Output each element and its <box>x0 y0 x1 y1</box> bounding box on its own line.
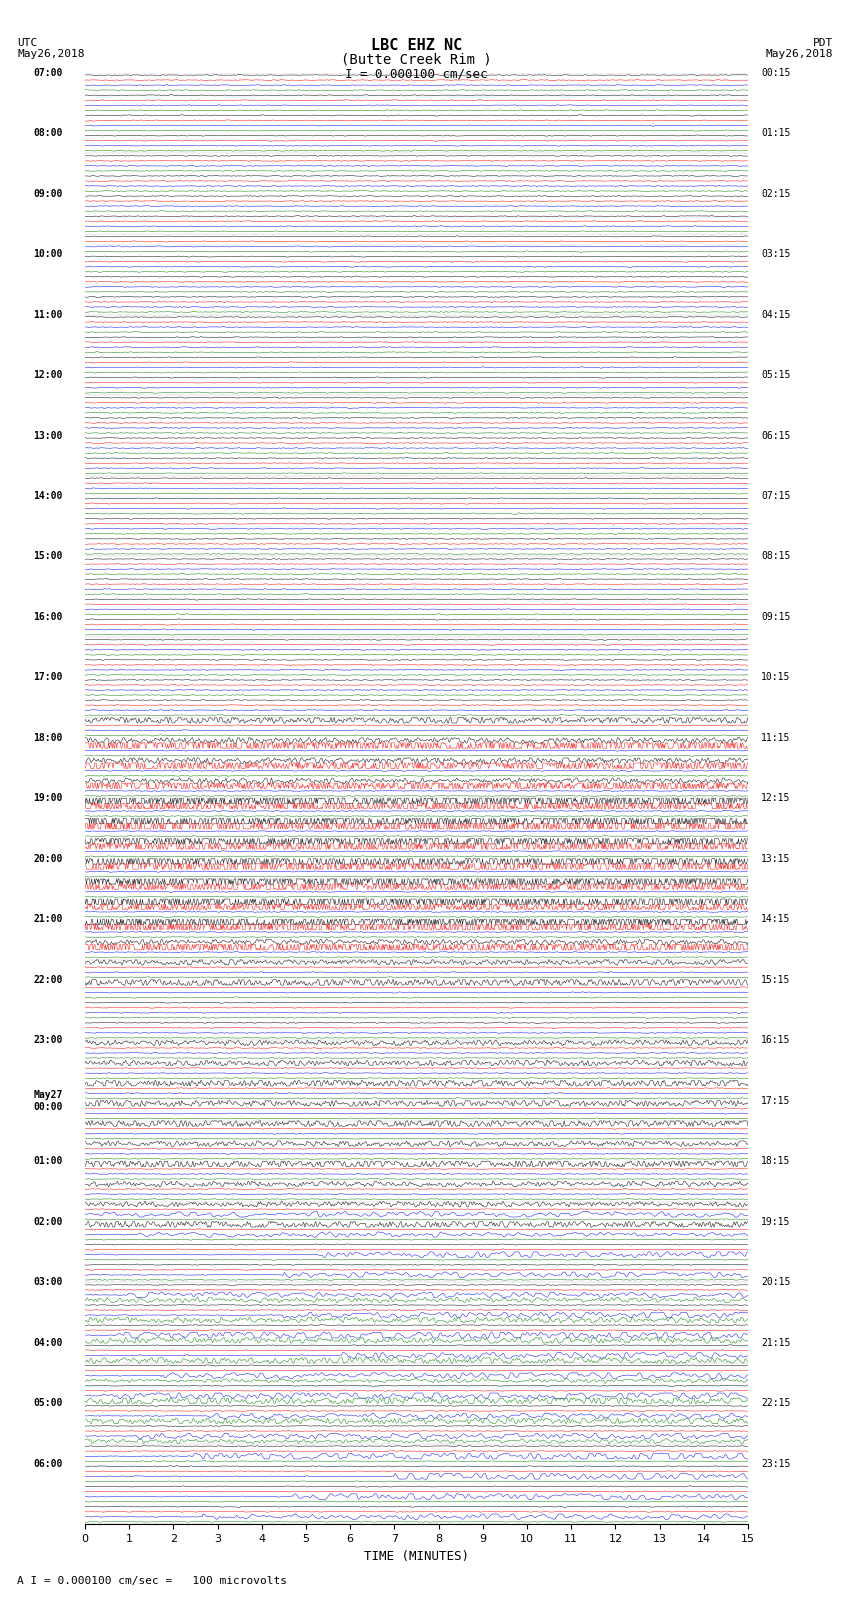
Text: 08:00: 08:00 <box>33 127 63 139</box>
Text: 07:00: 07:00 <box>33 68 63 77</box>
Text: 22:00: 22:00 <box>33 974 63 986</box>
Text: A I = 0.000100 cm/sec =   100 microvolts: A I = 0.000100 cm/sec = 100 microvolts <box>17 1576 287 1586</box>
Text: 19:00: 19:00 <box>33 794 63 803</box>
Text: 13:00: 13:00 <box>33 431 63 440</box>
Text: 08:15: 08:15 <box>762 552 790 561</box>
Text: 23:15: 23:15 <box>762 1458 790 1469</box>
Text: 09:15: 09:15 <box>762 611 790 623</box>
Text: 07:15: 07:15 <box>762 490 790 502</box>
Text: 14:00: 14:00 <box>33 490 63 502</box>
Text: 03:15: 03:15 <box>762 248 790 260</box>
Text: 20:00: 20:00 <box>33 853 63 865</box>
Text: 17:15: 17:15 <box>762 1095 790 1107</box>
Text: 04:00: 04:00 <box>33 1337 63 1348</box>
X-axis label: TIME (MINUTES): TIME (MINUTES) <box>364 1550 469 1563</box>
Text: 12:00: 12:00 <box>33 369 63 381</box>
Text: PDT
May26,2018: PDT May26,2018 <box>766 37 833 60</box>
Text: 18:00: 18:00 <box>33 732 63 744</box>
Text: 02:15: 02:15 <box>762 189 790 198</box>
Text: 13:15: 13:15 <box>762 853 790 865</box>
Text: 11:00: 11:00 <box>33 310 63 319</box>
Text: May27
00:00: May27 00:00 <box>33 1090 63 1111</box>
Text: 10:00: 10:00 <box>33 248 63 260</box>
Text: 23:00: 23:00 <box>33 1036 63 1045</box>
Text: 05:15: 05:15 <box>762 369 790 381</box>
Text: 16:00: 16:00 <box>33 611 63 623</box>
Text: 05:00: 05:00 <box>33 1398 63 1408</box>
Text: 12:15: 12:15 <box>762 794 790 803</box>
Text: 17:00: 17:00 <box>33 673 63 682</box>
Text: 15:15: 15:15 <box>762 974 790 986</box>
Text: 06:15: 06:15 <box>762 431 790 440</box>
Text: (Butte Creek Rim ): (Butte Creek Rim ) <box>341 53 492 66</box>
Text: 09:00: 09:00 <box>33 189 63 198</box>
Text: 06:00: 06:00 <box>33 1458 63 1469</box>
Text: 10:15: 10:15 <box>762 673 790 682</box>
Text: 20:15: 20:15 <box>762 1277 790 1287</box>
Text: LBC EHZ NC: LBC EHZ NC <box>371 37 462 53</box>
Text: 18:15: 18:15 <box>762 1157 790 1166</box>
Text: 01:15: 01:15 <box>762 127 790 139</box>
Text: 21:00: 21:00 <box>33 915 63 924</box>
Text: 22:15: 22:15 <box>762 1398 790 1408</box>
Text: I = 0.000100 cm/sec: I = 0.000100 cm/sec <box>345 68 488 81</box>
Text: 14:15: 14:15 <box>762 915 790 924</box>
Text: 02:00: 02:00 <box>33 1216 63 1227</box>
Text: 16:15: 16:15 <box>762 1036 790 1045</box>
Text: 04:15: 04:15 <box>762 310 790 319</box>
Text: 21:15: 21:15 <box>762 1337 790 1348</box>
Text: 01:00: 01:00 <box>33 1157 63 1166</box>
Text: 19:15: 19:15 <box>762 1216 790 1227</box>
Text: 03:00: 03:00 <box>33 1277 63 1287</box>
Text: 00:15: 00:15 <box>762 68 790 77</box>
Text: 15:00: 15:00 <box>33 552 63 561</box>
Text: 11:15: 11:15 <box>762 732 790 744</box>
Text: UTC
May26,2018: UTC May26,2018 <box>17 37 84 60</box>
